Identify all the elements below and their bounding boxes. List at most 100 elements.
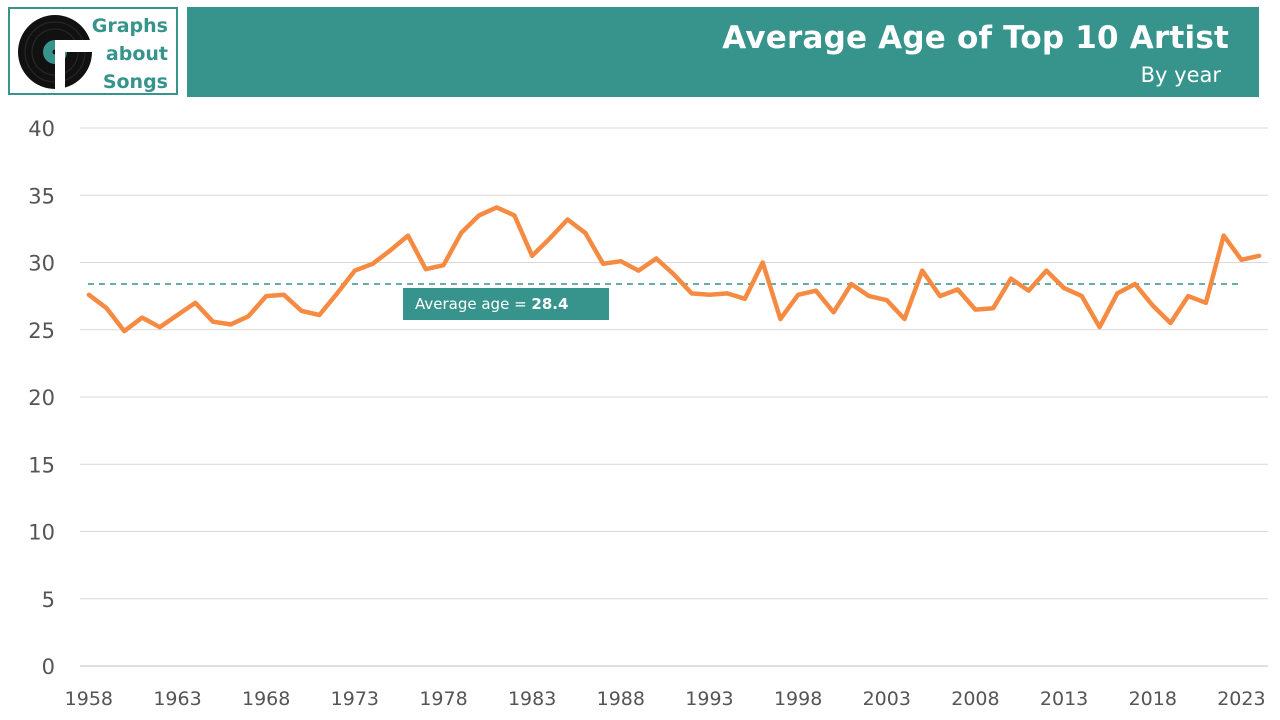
data-point [1151, 304, 1155, 308]
data-point [583, 231, 587, 235]
average-annotation-value: 28.4 [531, 295, 569, 313]
data-point [725, 291, 729, 295]
data-point [1133, 282, 1137, 286]
y-tick-label: 10 [28, 521, 55, 545]
data-point [566, 218, 570, 222]
data-point [903, 317, 907, 321]
data-point [1027, 289, 1031, 293]
data-point [264, 294, 268, 298]
data-point [619, 259, 623, 263]
data-point [1009, 277, 1013, 281]
data-point [317, 313, 321, 317]
data-point [300, 309, 304, 313]
data-point [530, 254, 534, 258]
x-tick-label: 2003 [863, 688, 911, 710]
data-point [761, 261, 765, 265]
data-point [1062, 286, 1066, 290]
data-point [1115, 291, 1119, 295]
data-point [814, 289, 818, 293]
data-point [335, 291, 339, 295]
data-point [548, 236, 552, 240]
data-point [672, 273, 676, 277]
x-tick-label: 1963 [153, 688, 201, 710]
data-point [708, 293, 712, 297]
data-point [459, 231, 463, 235]
logo-line-2: about [105, 43, 168, 65]
chart-title: Average Age of Top 10 Artist [722, 20, 1229, 56]
average-annotation-text: Average age = [415, 295, 532, 313]
x-tick-label: 2008 [951, 688, 999, 710]
x-tick-label: 2013 [1040, 688, 1088, 710]
data-point [637, 269, 641, 273]
y-tick-label: 30 [28, 252, 55, 276]
x-tick-label: 2018 [1129, 688, 1177, 710]
data-point [122, 329, 126, 333]
x-tick-label: 1993 [685, 688, 733, 710]
average-annotation: Average age = 28.4 [403, 288, 609, 320]
data-point [353, 269, 357, 273]
y-tick-label: 15 [28, 453, 55, 477]
x-tick-label: 1978 [419, 688, 467, 710]
data-point [282, 293, 286, 297]
x-tick-label: 1998 [774, 688, 822, 710]
data-point [512, 213, 516, 217]
data-point [477, 213, 481, 217]
data-point [140, 316, 144, 320]
data-point [938, 294, 942, 298]
data-point [442, 263, 446, 267]
y-tick-label: 5 [42, 588, 55, 612]
x-tick-label: 1968 [242, 688, 290, 710]
data-point [1222, 234, 1226, 238]
data-point [832, 310, 836, 314]
data-point [920, 269, 924, 273]
logo-text: Graphs about Songs [92, 12, 168, 96]
data-point [796, 293, 800, 297]
data-point [388, 248, 392, 252]
y-tick-label: 20 [28, 386, 55, 410]
data-point [495, 205, 499, 209]
data-point [654, 257, 658, 261]
data-point [1080, 294, 1084, 298]
data-point [1169, 321, 1173, 325]
data-point [105, 306, 109, 310]
y-tick-label: 25 [28, 319, 55, 343]
data-point [956, 287, 960, 291]
data-point [743, 297, 747, 301]
data-point [424, 267, 428, 271]
chart-subtitle: By year [1140, 63, 1221, 87]
data-point [229, 322, 233, 326]
data-point [991, 306, 995, 310]
x-tick-label: 2023 [1217, 688, 1265, 710]
data-point [849, 282, 853, 286]
data-point [1204, 301, 1208, 305]
data-point [1257, 254, 1261, 258]
data-point [1239, 258, 1243, 262]
data-point [867, 294, 871, 298]
x-tick-label: 1983 [508, 688, 556, 710]
series-line [86, 205, 1262, 334]
x-tick-label: 1988 [597, 688, 645, 710]
logo-line-1: Graphs [91, 15, 168, 37]
data-point [885, 298, 889, 302]
logo-line-3: Songs [102, 71, 168, 93]
data-point [211, 320, 215, 324]
data-point [371, 262, 375, 266]
data-point [1044, 269, 1048, 273]
header-bar: Average Age of Top 10 Artist By year [187, 7, 1259, 97]
data-point [193, 301, 197, 305]
data-point [176, 313, 180, 317]
data-point [158, 325, 162, 329]
x-tick-label: 1958 [65, 688, 113, 710]
data-point [973, 308, 977, 312]
data-point [601, 262, 605, 266]
y-tick-label: 40 [28, 117, 55, 141]
x-tick-label: 1973 [331, 688, 379, 710]
vinyl-record-icon [18, 15, 96, 92]
data-point [1098, 325, 1102, 329]
logo: Graphs about Songs [8, 7, 178, 95]
data-point [87, 293, 91, 297]
data-point [690, 291, 694, 295]
y-tick-label: 0 [42, 655, 55, 679]
data-point [406, 234, 410, 238]
